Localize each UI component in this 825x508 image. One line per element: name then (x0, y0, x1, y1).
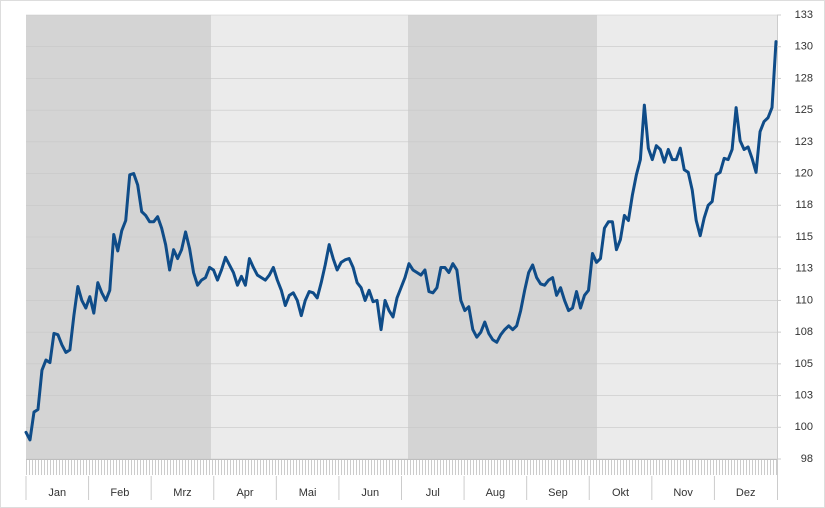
y-tick-label: 133 (795, 9, 813, 21)
y-tick-label: 125 (795, 104, 813, 116)
minor-ticks (26, 460, 777, 475)
y-tick-label: 123 (795, 136, 813, 148)
x-tick-label: Okt (612, 487, 629, 499)
y-tick-label: 110 (795, 294, 813, 306)
marks (24, 40, 778, 442)
x-tick-label: Feb (110, 487, 129, 499)
x-tick-label: Jul (426, 487, 440, 499)
x-tick-label: Jan (48, 487, 66, 499)
grid (26, 14, 777, 460)
x-tick-label: Sep (548, 487, 568, 499)
price-line (24, 40, 778, 442)
y-tick-label: 113 (795, 263, 813, 275)
y-tick-label: 98 (801, 453, 813, 465)
y-tick-label: 128 (795, 72, 813, 84)
y-tick-label: 105 (795, 358, 813, 370)
y-tick-label: 100 (795, 421, 813, 433)
y-tick-label: 120 (795, 167, 813, 179)
x-tick-label: Apr (236, 487, 253, 499)
x-tick-label: Nov (673, 487, 693, 499)
x-tick-label: Aug (486, 487, 506, 499)
y-tick-label: 130 (795, 41, 813, 53)
x-tick-label: Dez (736, 487, 756, 499)
y-tick-label: 103 (795, 389, 813, 401)
y-tick-label: 108 (795, 326, 813, 338)
y-tick-label: 118 (795, 199, 813, 211)
x-tick-label: Jun (361, 487, 379, 499)
y-tick-label: 115 (795, 231, 813, 243)
x-tick-label: Mai (299, 487, 317, 499)
x-tick-label: Mrz (173, 487, 191, 499)
